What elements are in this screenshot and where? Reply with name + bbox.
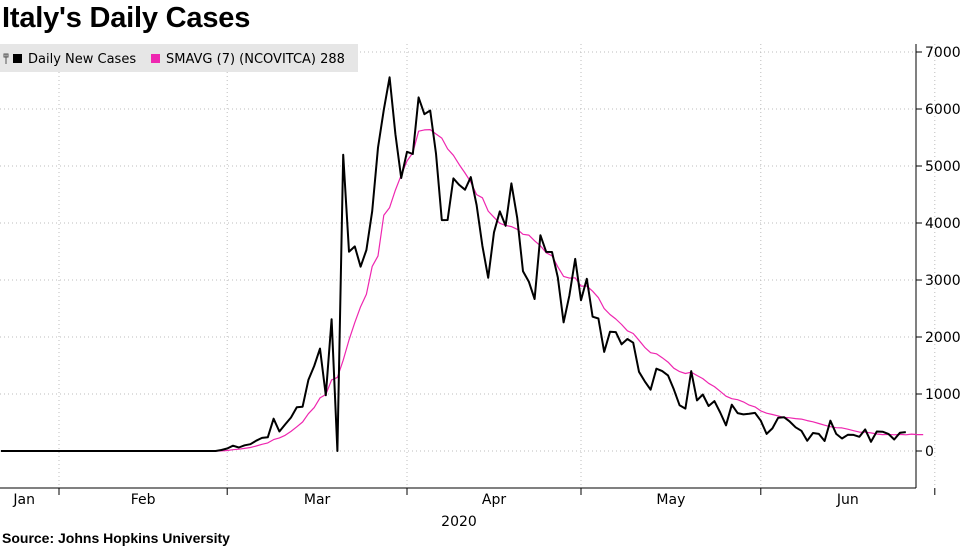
- y-tick-label: 5000: [925, 159, 961, 175]
- grid-lines: [0, 44, 936, 488]
- legend-label-daily: Daily New Cases: [28, 52, 136, 67]
- legend-handle-icon: [3, 53, 9, 64]
- legend-swatch-smavg: [151, 54, 160, 63]
- tick-labels: 0 1000 2000 3000 4000 5000 6000 7000 Jan Feb Mar Ap…: [12, 45, 960, 508]
- x-tick-label: Mar: [304, 492, 331, 508]
- source-note: Source: Johns Hopkins University: [2, 530, 230, 546]
- axes: [0, 44, 936, 495]
- series-line-daily-new-cases: [1, 76, 906, 452]
- legend-label-smavg: SMAVG (7) (NCOVITCA) 288: [166, 52, 345, 67]
- legend-background: [0, 44, 358, 72]
- y-tick-label: 7000: [925, 45, 961, 61]
- y-tick-label: 0: [925, 444, 934, 460]
- series-lines: [1, 76, 924, 452]
- chart-title: Italy's Daily Cases: [2, 2, 251, 34]
- series-line-smavg: [1, 129, 924, 452]
- x-tick-label: Jun: [836, 492, 859, 508]
- x-tick-label: May: [656, 492, 685, 508]
- y-tick-label: 4000: [925, 216, 961, 232]
- x-tick-label: Feb: [131, 492, 156, 508]
- legend: Daily New Cases SMAVG (7) (NCOVITCA) 288: [0, 44, 358, 72]
- y-tick-label: 2000: [925, 330, 961, 346]
- y-tick-label: 1000: [925, 387, 961, 403]
- x-tick-label: Jan: [12, 492, 35, 508]
- x-tick-label: Apr: [482, 492, 506, 508]
- y-tick-label: 6000: [925, 102, 961, 118]
- y-tick-label: 3000: [925, 273, 961, 289]
- legend-swatch-daily: [13, 54, 22, 63]
- x-axis-label: 2020: [441, 514, 477, 530]
